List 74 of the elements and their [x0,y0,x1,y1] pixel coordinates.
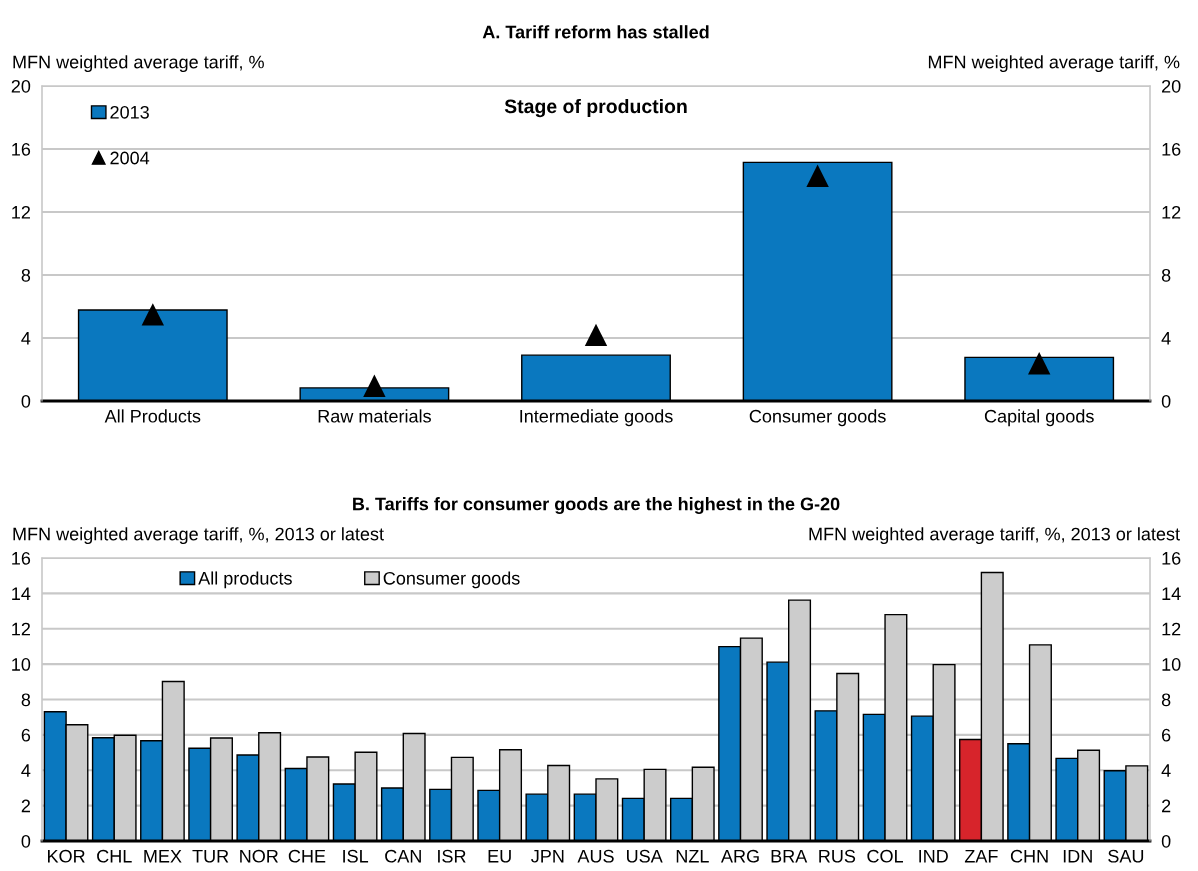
y2-tick-label: 4 [1161,764,1171,777]
y2-tick-label: 0 [1161,394,1171,408]
x-tick-label: IND [919,850,948,863]
x-tick-label: JPN [531,850,564,863]
legend-label: All products [198,571,292,589]
x-tick-label: Raw materials [318,409,431,423]
y-axis-title: MFN weighted average tariff, %, 2013 or latest [13,527,384,544]
annotation: Stage of production [504,98,687,118]
y2-tick-label: 8 [1161,693,1171,707]
y2-tick-label: 8 [1161,268,1171,282]
x-tick-label: Capital goods [984,409,1094,427]
x-tick-label: Consumer goods [749,409,886,427]
x-tick-label: ARG [720,849,759,863]
point [584,323,608,347]
legend-label: Consumer goods [383,571,520,589]
x-tick-label: CHL [97,849,132,863]
y-tick-label: 20 [11,79,31,93]
x-tick-label: COL [867,849,904,863]
x-tick-label: NOR [240,849,279,863]
x-tick-label: ZAF [964,850,998,863]
y-tick-label: 0 [21,834,31,848]
x-tick-label: CHN [1010,849,1048,863]
x-tick-label: CAN [385,849,421,863]
x-tick-label: EU [488,850,511,863]
legend-label: 2004 [110,151,150,165]
chart-title: A. Tariff reform has stalled [482,25,709,39]
y-tick-label: 8 [21,693,31,707]
y-tick-label: 4 [21,764,31,777]
point [363,374,386,397]
x-tick-label: ISR [438,849,466,863]
point [806,164,829,187]
point [141,303,164,326]
y-tick-label: 16 [12,551,31,565]
y2-tick-label: 12 [1162,622,1181,636]
y2-tick-label: 6 [1162,728,1171,742]
x-tick-label: CHE [288,849,326,863]
x-tick-label: ISL [343,849,369,863]
chart-title: B. Tariffs for consumer goods are the highest in the G-20 [353,497,840,514]
y-tick-label: 6 [21,728,31,742]
y-axis-title: MFN weighted average tariff, % [13,55,264,72]
y-tick-label: 12 [12,205,30,219]
y-tick-label: 2 [21,799,30,813]
y2-tick-label: 2 [1162,799,1171,813]
x-tick-label: Intermediate goods [520,409,673,427]
x-tick-label: TUR [192,850,229,863]
y2-tick-label: 10 [1162,658,1181,671]
x-tick-label: BRA [771,850,808,863]
x-tick-label: USA [627,849,663,863]
x-tick-label: SAU [1108,849,1144,863]
x-tick-label: NZL [676,850,709,863]
y2-axis-title: MFN weighted average tariff, % [928,55,1180,72]
y-tick-label: 4 [21,332,31,345]
y2-tick-label: 4 [1161,332,1171,345]
x-tick-label: RUS [819,849,856,863]
y2-tick-label: 16 [1162,142,1181,156]
x-tick-label: IDN [1063,850,1092,863]
x-tick-label: All Products [104,409,201,423]
legend-label: 2013 [110,105,149,119]
y2-axis-title: MFN weighted average tariff, %, 2013 or latest [809,527,1180,544]
y-tick-label: 14 [12,587,31,600]
y2-tick-label: 16 [1162,551,1181,565]
x-tick-label: KOR [48,849,85,863]
y-tick-label: 0 [21,394,31,408]
y-tick-label: 16 [12,142,31,156]
y2-tick-label: 0 [1161,834,1171,848]
x-tick-label: MEX [144,850,182,863]
point [1028,352,1051,375]
y-tick-label: 8 [21,268,31,282]
y-tick-label: 12 [12,622,30,636]
x-tick-label: AUS [577,849,614,863]
y-tick-label: 10 [12,658,31,671]
y2-tick-label: 12 [1162,205,1181,219]
y2-tick-label: 20 [1162,79,1181,93]
y2-tick-label: 14 [1162,587,1181,600]
